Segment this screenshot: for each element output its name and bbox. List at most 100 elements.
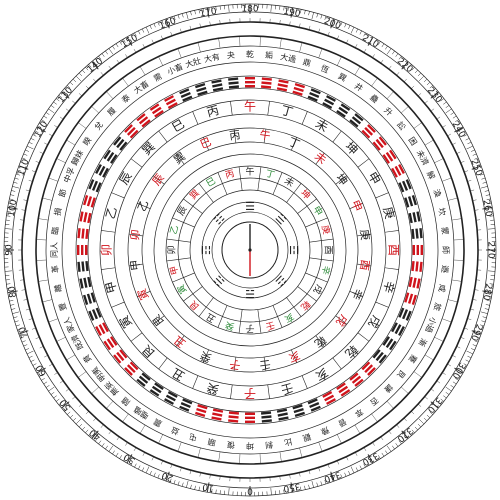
- degree-label: 80: [7, 285, 19, 298]
- degree-tick: [228, 4, 230, 12]
- fine-tick: [380, 59, 384, 64]
- fine-tick: [65, 388, 70, 392]
- degree-tick: [290, 482, 294, 493]
- degree-tick: [488, 211, 494, 213]
- stem-label: 申: [349, 198, 365, 213]
- degree-tick: [392, 445, 395, 450]
- hexagram-name: 夬: [226, 50, 235, 61]
- degree-tick: [308, 11, 310, 16]
- degree-tick: [67, 85, 71, 89]
- degree-tick: [48, 108, 55, 114]
- inner-mountain-label: 丑: [204, 311, 217, 325]
- degree-tick: [21, 157, 26, 160]
- fine-tick: [48, 363, 53, 367]
- degree-tick: [48, 386, 55, 392]
- fine-tick: [39, 151, 44, 154]
- fine-tick: [470, 189, 475, 192]
- degree-tick: [8, 295, 13, 298]
- degree-tick: [472, 153, 477, 156]
- inner-mountain-label: 寅: [175, 282, 190, 296]
- degree-tick: [6, 283, 11, 285]
- fine-tick: [299, 472, 301, 477]
- hex-divider: [197, 42, 201, 53]
- hexagram-symbol: [136, 372, 151, 387]
- fine-tick: [447, 363, 452, 367]
- degree-tick: [14, 320, 19, 323]
- hexagram-name: 益: [169, 425, 180, 437]
- sector-divider: [384, 230, 399, 233]
- degree-tick: [328, 478, 331, 483]
- degree-tick: [17, 169, 22, 172]
- sector-divider: [192, 286, 203, 295]
- fine-tick: [355, 44, 358, 48]
- hexagram-symbol: [372, 349, 387, 364]
- degree-tick: [30, 359, 35, 362]
- degree-tick: [6, 215, 11, 217]
- fine-tick: [442, 125, 446, 128]
- ring-circle: [87, 87, 413, 413]
- sector-divider: [172, 217, 184, 223]
- degree-tick: [367, 34, 370, 39]
- fine-tick: [39, 346, 44, 349]
- fine-tick: [59, 116, 64, 120]
- degree-tick: [15, 173, 20, 176]
- degree-tick: [478, 169, 483, 172]
- degree-tick: [392, 50, 395, 55]
- sector-divider: [217, 172, 223, 184]
- degree-tick: [91, 61, 99, 70]
- degree-tick: [75, 418, 82, 425]
- hexagram-name: 蹇: [407, 353, 420, 365]
- degree-tick: [85, 429, 89, 433]
- trigram-symbol: ☶: [200, 245, 213, 255]
- hexagram-symbol: [79, 211, 92, 224]
- hexagram-symbol: [322, 95, 336, 109]
- degree-tick: [330, 18, 335, 29]
- inner-mountain-label: 乾: [298, 298, 313, 313]
- hex-divider: [122, 413, 129, 423]
- degree-label: 130: [56, 85, 75, 105]
- degree-tick: [467, 141, 472, 145]
- sector-divider: [335, 175, 347, 185]
- fine-tick: [108, 65, 112, 70]
- fine-tick: [44, 142, 48, 145]
- degree-tick: [487, 202, 492, 205]
- hex-divider: [318, 442, 323, 452]
- hexagram-name: 坎: [437, 207, 448, 217]
- sector-divider: [178, 240, 191, 243]
- sector-divider: [332, 357, 342, 370]
- degree-tick: [443, 101, 447, 105]
- hex-divider: [424, 354, 434, 361]
- hexagram-name: 革: [50, 265, 61, 274]
- degree-tick: [32, 363, 37, 366]
- degree-label: 170: [199, 7, 218, 20]
- inner-mountain-label: 申: [311, 204, 326, 218]
- mountain-label: 巽: [139, 139, 157, 157]
- degree-tick: [64, 408, 68, 412]
- sector-divider: [183, 198, 194, 207]
- hexagram-symbol: [276, 79, 289, 92]
- degree-tick: [418, 418, 425, 425]
- hex-divider: [38, 218, 49, 221]
- sector-divider: [321, 238, 334, 241]
- degree-tick: [300, 9, 302, 14]
- hexagram-symbol: [408, 276, 421, 289]
- fine-tick: [28, 318, 33, 320]
- degree-label: 0: [247, 486, 253, 496]
- hexagram-name: 睽: [81, 136, 93, 148]
- degree-tick: [401, 61, 409, 70]
- mountain-label: 乙: [103, 205, 120, 220]
- degree-tick: [336, 20, 339, 25]
- inner-mountain-label: 辛: [319, 264, 333, 276]
- inner-mountain-label: 坤: [298, 187, 313, 202]
- mountain-label: 子: [244, 387, 256, 401]
- fine-tick: [452, 142, 456, 145]
- degree-label: 50: [58, 397, 73, 412]
- hexagram-name: 姤: [265, 50, 274, 61]
- degree-tick: [50, 392, 55, 395]
- sector-divider: [178, 257, 191, 260]
- degree-tick: [9, 198, 14, 200]
- degree-tick: [437, 94, 442, 98]
- hexagram-symbol: [361, 361, 376, 376]
- hexagram-symbol: [391, 164, 405, 178]
- hexagram-name: 小過: [423, 316, 438, 335]
